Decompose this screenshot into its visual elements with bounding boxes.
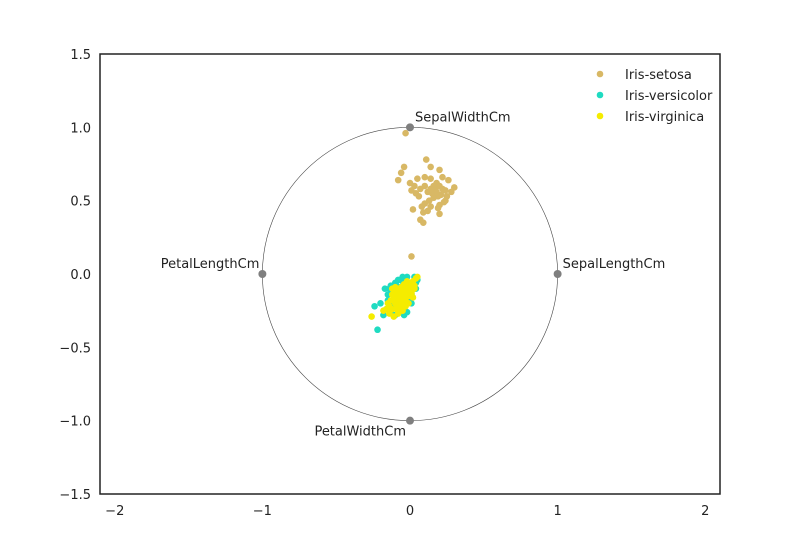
data-point <box>427 185 434 193</box>
x-tick-label: −2 <box>105 504 124 519</box>
data-point <box>427 163 434 171</box>
anchor-point <box>553 270 562 278</box>
data-point <box>436 166 443 174</box>
data-point <box>445 176 452 184</box>
legend-label: Iris-virginica <box>625 110 704 125</box>
data-point <box>433 188 440 196</box>
legend-marker <box>596 112 604 120</box>
plot-frame <box>99 53 721 495</box>
anchor-point <box>406 123 414 132</box>
data-point <box>393 301 401 309</box>
data-point <box>409 294 417 301</box>
y-tick-label: −1.0 <box>59 415 91 430</box>
x-axis-ticks: −2 −1 0 1 2 <box>105 504 709 519</box>
anchor-point <box>406 416 414 425</box>
x-tick-label: 1 <box>553 504 561 519</box>
anchor-label: PetalLengthCm <box>161 257 260 272</box>
data-point <box>448 188 455 196</box>
data-point <box>400 294 408 301</box>
data-point <box>414 273 421 281</box>
legend-label: Iris-versicolor <box>625 89 713 104</box>
data-point <box>368 313 375 320</box>
data-point <box>419 209 427 216</box>
data-point <box>443 192 451 200</box>
legend-marker <box>596 70 604 78</box>
data-point <box>414 175 421 182</box>
legend: Iris-setosa Iris-versicolor Iris-virginica <box>596 68 713 125</box>
data-point <box>434 204 442 212</box>
data-point <box>383 305 390 313</box>
data-point <box>415 192 423 200</box>
y-tick-label: −0.5 <box>59 341 91 356</box>
data-point <box>440 198 448 206</box>
anchor-label: SepalLengthCm <box>563 257 666 272</box>
data-point <box>405 300 412 307</box>
data-point <box>397 169 405 177</box>
x-tick-label: 2 <box>701 504 709 519</box>
data-point <box>381 285 389 292</box>
anchor-point <box>258 270 267 278</box>
data-point <box>422 156 430 163</box>
anchor-label: SepalWidthCm <box>415 110 511 125</box>
y-axis-ticks: −1.5 −1.0 −0.5 0.0 0.5 1.0 1.5 <box>59 48 91 503</box>
data-point <box>394 176 402 184</box>
y-tick-label: 1.0 <box>70 121 91 136</box>
anchor-label: PetalWidthCm <box>314 425 406 440</box>
unit-circle <box>262 127 558 421</box>
data-point <box>390 313 398 320</box>
series-iris-setosa <box>394 129 458 260</box>
data-point <box>388 291 396 298</box>
data-point <box>402 129 409 137</box>
data-point <box>408 253 415 260</box>
data-point <box>421 173 429 181</box>
plot-area: SepalLengthCm SepalWidthCm PetalLengthCm Pe… <box>99 53 721 495</box>
data-point <box>419 219 427 226</box>
data-point <box>403 278 411 285</box>
data-point <box>377 300 384 307</box>
legend-label: Iris-setosa <box>625 68 692 83</box>
data-point <box>409 206 417 213</box>
data-point <box>391 283 399 291</box>
y-tick-label: −1.5 <box>59 488 91 503</box>
data-point <box>374 326 381 334</box>
data-point <box>418 203 426 210</box>
data-point <box>400 163 408 171</box>
data-point <box>421 182 429 190</box>
data-point <box>442 187 449 194</box>
y-tick-label: 0.5 <box>70 195 91 210</box>
legend-marker <box>596 91 604 99</box>
series-iris-virginica <box>368 273 421 320</box>
data-point <box>399 286 406 294</box>
y-tick-label: 1.5 <box>70 48 91 63</box>
x-tick-label: 0 <box>406 504 414 519</box>
data-point <box>371 302 378 310</box>
data-point <box>436 210 443 218</box>
y-tick-label: 0.0 <box>70 268 91 283</box>
data-point <box>427 175 434 182</box>
x-tick-label: −1 <box>253 504 272 519</box>
data-point <box>439 173 446 181</box>
